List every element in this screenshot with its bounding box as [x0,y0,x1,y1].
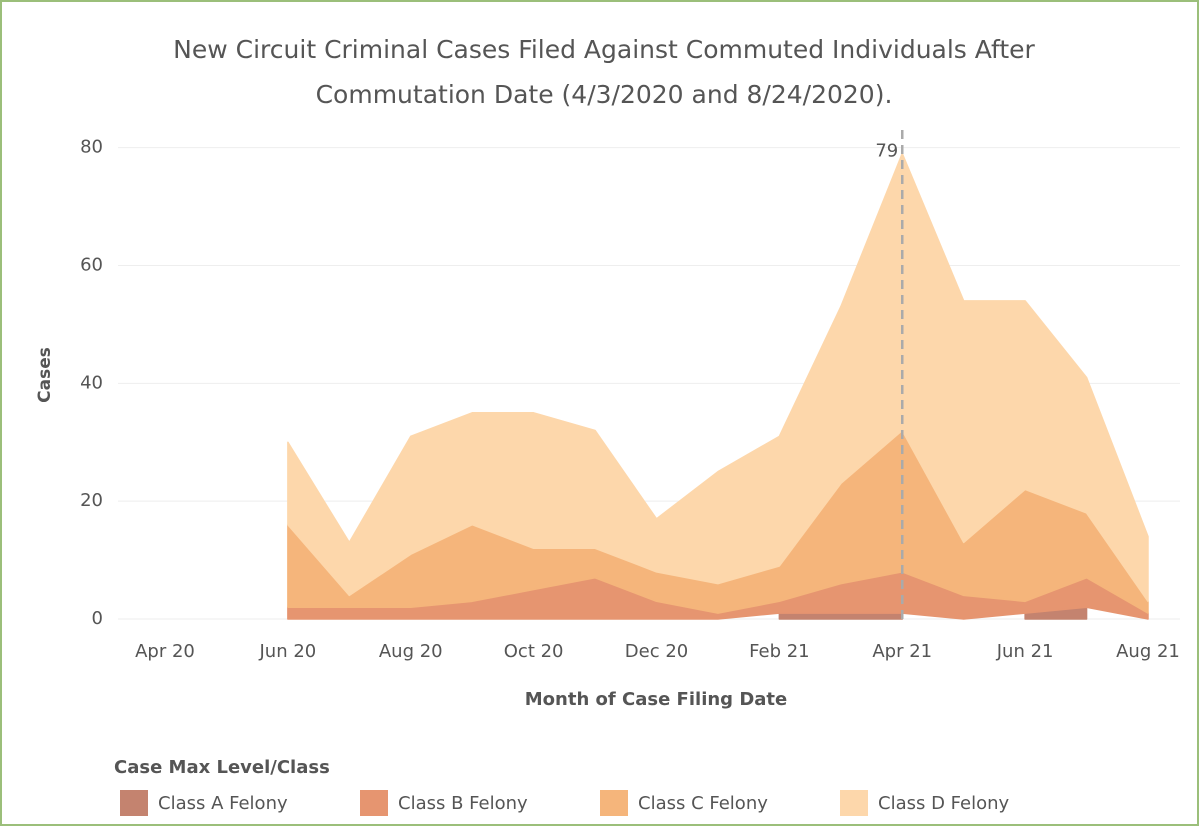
annotation-label: 79 [875,141,898,162]
x-tick-label: Dec 20 [625,641,688,662]
x-tick-label: Jun 20 [258,641,316,662]
y-tick-label: 0 [92,608,103,629]
area [778,612,903,620]
legend-swatch [840,790,868,816]
legend-label: Class D Felony [878,793,1010,814]
area [287,152,1149,603]
legend-swatch [120,790,148,816]
x-tick-label: Aug 20 [379,641,443,662]
x-tick-label: Feb 21 [749,641,810,662]
legend-label: Class A Felony [158,793,288,814]
x-axis-title: Month of Case Filing Date [525,689,787,710]
legend-label: Class C Felony [638,793,768,814]
x-tick-label: Oct 20 [504,641,564,662]
y-tick-label: 60 [80,255,103,276]
legend-label: Class B Felony [398,793,528,814]
y-axis-title: Cases [35,347,55,403]
legend-title: Case Max Level/Class [114,757,330,778]
x-tick-label: Jun 21 [996,641,1054,662]
y-tick-label: 40 [80,372,103,393]
x-tick-label: Aug 21 [1116,641,1180,662]
legend-swatch [360,790,388,816]
y-tick-label: 80 [80,137,103,158]
legend-swatch [600,790,628,816]
y-tick-label: 20 [80,490,103,511]
chart-title: New Circuit Criminal Cases Filed Against… [173,35,1035,64]
x-tick-label: Apr 21 [872,641,932,662]
chart-subtitle: Commutation Date (4/3/2020 and 8/24/2020… [316,80,893,109]
x-tick-label: Apr 20 [135,641,195,662]
